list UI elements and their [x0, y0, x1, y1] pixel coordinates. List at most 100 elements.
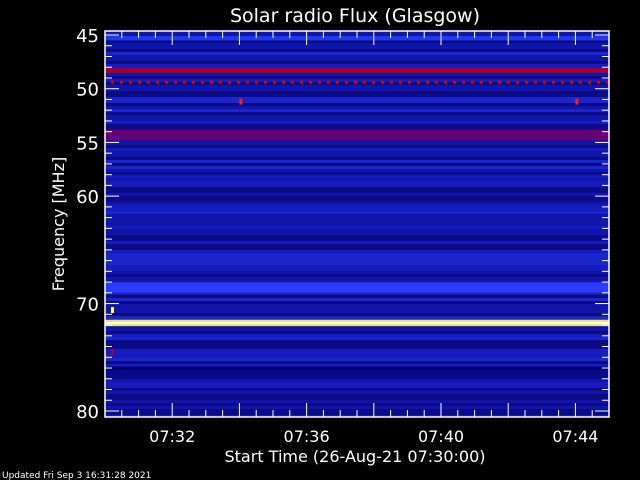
heatmap-row: [105, 406, 609, 409]
heatmap-row: [105, 100, 609, 103]
heatmap-row: [105, 193, 609, 196]
heatmap-band-dot: [570, 80, 573, 84]
y-axis-label: Frequency [MHz]: [49, 157, 68, 291]
heatmap-row: [105, 94, 609, 97]
heatmap-row: [105, 184, 609, 187]
heatmap-row: [105, 385, 609, 388]
heatmap-row: [105, 382, 609, 385]
heatmap-row: [105, 364, 609, 367]
heatmap-band-dot: [318, 80, 321, 84]
heatmap-row: [105, 52, 609, 55]
heatmap-band-dot: [201, 80, 204, 84]
heatmap-row: [105, 145, 609, 148]
heatmap-row: [105, 127, 609, 130]
heatmap-point: [239, 98, 243, 105]
heatmap-band: [105, 366, 609, 370]
heatmap-row: [105, 64, 609, 67]
heatmap-row: [105, 190, 609, 193]
heatmap-row: [105, 271, 609, 274]
heatmap-row: [105, 376, 609, 379]
heatmap-row: [105, 199, 609, 202]
heatmap-row: [105, 241, 609, 244]
heatmap-row: [105, 151, 609, 154]
heatmap-band-dot: [480, 80, 483, 84]
heatmap-row: [105, 115, 609, 118]
heatmap-band-dot: [228, 80, 231, 84]
heatmap-band-dot: [156, 80, 159, 84]
heatmap-row: [105, 196, 609, 199]
heatmap-band-dot: [444, 80, 447, 84]
heatmap-band-dot: [354, 80, 357, 84]
heatmap-band-dot: [372, 80, 375, 84]
heatmap-row: [105, 40, 609, 43]
heatmap-row: [105, 301, 609, 304]
heatmap-band-dot: [192, 80, 195, 84]
heatmap-row: [105, 76, 609, 79]
heatmap-band-dot: [111, 80, 114, 84]
heatmap-band-dot: [183, 80, 186, 84]
heatmap-band-dot: [426, 80, 429, 84]
heatmap-row: [105, 277, 609, 280]
heatmap-band-dot: [291, 80, 294, 84]
heatmap-band-dot: [390, 80, 393, 84]
heatmap-row: [105, 148, 609, 151]
heatmap-row: [105, 259, 609, 262]
heatmap-row: [105, 109, 609, 112]
heatmap-band-dot: [435, 80, 438, 84]
heatmap-band-dot: [336, 80, 339, 84]
x-axis-label: Start Time (26-Aug-21 07:30:00): [225, 447, 486, 466]
heatmap-row: [105, 142, 609, 145]
heatmap-row: [105, 313, 609, 316]
heatmap-band-dot: [327, 80, 330, 84]
heatmap-row: [105, 307, 609, 310]
y-tick-label: 80: [76, 402, 99, 423]
heatmap-band-dot: [507, 80, 510, 84]
heatmap-band-dot: [147, 80, 150, 84]
heatmap-row: [105, 349, 609, 352]
heatmap-band-dot: [462, 80, 465, 84]
heatmap-row: [105, 355, 609, 358]
heatmap-row: [105, 223, 609, 226]
heatmap-band-dot: [399, 80, 402, 84]
heatmap-row: [105, 304, 609, 307]
heatmap-row: [105, 49, 609, 52]
heatmap-row: [105, 232, 609, 235]
heatmap-row: [105, 181, 609, 184]
heatmap-band-dot: [282, 80, 285, 84]
heatmap-row: [105, 163, 609, 166]
y-tick-label: 60: [76, 187, 99, 208]
heatmap-row: [105, 334, 609, 337]
heatmap-row: [105, 265, 609, 268]
heatmap-row: [105, 352, 609, 355]
heatmap-band-dot: [471, 80, 474, 84]
heatmap-row: [105, 247, 609, 250]
heatmap-band-dot: [606, 80, 609, 84]
heatmap-row: [105, 88, 609, 91]
heatmap-row: [105, 268, 609, 271]
heatmap-point: [111, 348, 114, 355]
heatmap-row: [105, 85, 609, 88]
heatmap-band-dot: [534, 80, 537, 84]
x-tick-label: 07:36: [284, 427, 330, 446]
heatmap-band: [105, 36, 609, 41]
heatmap-band-dot: [561, 80, 564, 84]
heatmap-band-dot: [453, 80, 456, 84]
heatmap-row: [105, 73, 609, 76]
heatmap-row: [105, 172, 609, 175]
heatmap-band-dot: [237, 80, 240, 84]
heatmap-row: [105, 46, 609, 49]
x-tick-label: 07:40: [418, 427, 464, 446]
x-tick-label: 07:44: [552, 427, 598, 446]
heatmap-row: [105, 394, 609, 397]
heatmap-band-dot: [579, 80, 582, 84]
updated-timestamp: Updated Fri Sep 3 16:31:28 2021: [2, 471, 151, 480]
heatmap-band-dot: [552, 80, 555, 84]
heatmap-row: [105, 337, 609, 340]
heatmap-band-dot: [264, 80, 267, 84]
heatmap-row: [105, 373, 609, 376]
heatmap-band-dot: [408, 80, 411, 84]
heatmap-row: [105, 331, 609, 334]
heatmap-band-dot: [345, 80, 348, 84]
heatmap-row: [105, 403, 609, 406]
